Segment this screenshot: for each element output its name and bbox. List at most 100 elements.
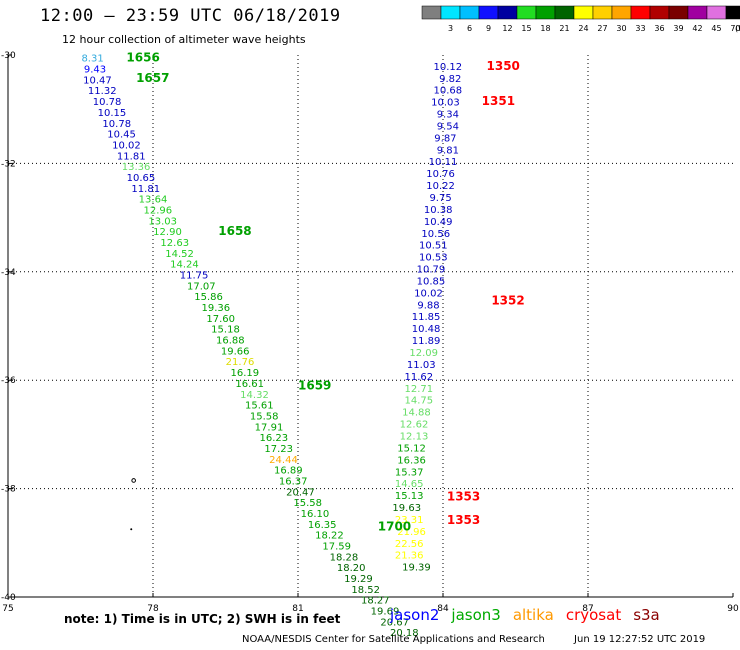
swh-value: 13.03 [148, 216, 177, 227]
color-scale-label: 15 [521, 24, 531, 33]
swh-value: 10.48 [412, 324, 441, 335]
swh-value: 10.65 [127, 173, 156, 184]
color-scale-label: 27 [597, 24, 607, 33]
color-scale-label: 21 [559, 24, 569, 33]
swh-value: 10.02 [414, 288, 443, 299]
swh-value: 17.23 [264, 444, 293, 455]
swh-value: 17.59 [322, 542, 351, 553]
swh-value: 18.22 [315, 531, 344, 542]
pass-label: 1656 [126, 51, 159, 65]
color-scale-label: 70 [730, 24, 740, 33]
chart-title: 12:00 – 23:59 UTC 06/18/2019 [40, 6, 341, 26]
color-scale-label: 39 [673, 24, 683, 33]
pass-labels: 1656 1657 1658 1659 1700 1350 1351 1352 1353 1353 [126, 51, 524, 534]
x-tick-label: 87 [582, 604, 593, 614]
swh-value: 11.81 [131, 184, 160, 195]
pass-label: 1353 [447, 490, 480, 504]
swh-value: 21.96 [397, 527, 426, 538]
swh-value: 10.56 [421, 229, 450, 240]
pass-label: 1352 [491, 294, 524, 308]
swh-value: 14.24 [170, 260, 199, 271]
swh-value: 19.63 [392, 503, 421, 514]
swh-value: 11.81 [117, 151, 146, 162]
swh-value: 10.03 [431, 98, 460, 109]
color-swatch [421, 5, 442, 20]
swh-value: 10.76 [426, 169, 455, 180]
y-tick-label: -40 [1, 593, 16, 603]
swh-value: 12.13 [400, 431, 429, 442]
chart-subtitle: 12 hour collection of altimeter wave hei… [62, 33, 306, 46]
swh-value: 14.65 [395, 479, 424, 490]
color-scale-label: 30 [616, 24, 626, 33]
swh-value: 15.12 [397, 443, 426, 454]
swh-value: 10.51 [419, 241, 448, 252]
y-tick-label: -32 [1, 159, 16, 169]
swh-value: 9.75 [429, 193, 451, 204]
swh-value: 10.79 [417, 265, 446, 276]
swh-value: 11.62 [405, 372, 434, 383]
swh-value: 12.71 [405, 384, 434, 395]
swh-value: 10.22 [426, 181, 455, 192]
swh-value: 15.58 [293, 498, 322, 509]
plot-grid [8, 55, 733, 597]
swh-value: 12.96 [144, 205, 173, 216]
swh-value: 13.36 [122, 162, 151, 173]
swh-value: 21.76 [226, 357, 255, 368]
swh-value: 14.52 [165, 249, 194, 260]
swh-value: 12.90 [153, 227, 182, 238]
plot-axes: 75 78 81 84 87 90 -30 -32 -34 -36 -38 -40 [1, 51, 739, 614]
swh-value: 19.36 [202, 303, 231, 314]
swh-value: 14.75 [405, 396, 434, 407]
footnote: note: 1) Time is in UTC; 2) SWH is in fe… [64, 612, 341, 626]
swh-value: 10.68 [434, 86, 463, 97]
legend-item-jason3: jason3 [451, 606, 501, 624]
swh-value: 11.75 [180, 271, 209, 282]
swh-value: 16.88 [216, 336, 245, 347]
swh-value: 16.36 [397, 455, 426, 466]
swh-value: 13.64 [139, 195, 168, 206]
pass-label: 1700 [378, 520, 411, 534]
color-swatch [687, 5, 708, 20]
swh-value: 17.07 [187, 281, 216, 292]
x-tick-label: 90 [727, 604, 739, 614]
swh-value: 20.18 [390, 628, 419, 639]
color-swatch [459, 5, 480, 20]
x-tick-label: 84 [437, 604, 449, 614]
x-tick-label: 78 [147, 604, 159, 614]
legend-item-s3a: s3a [633, 606, 660, 624]
swh-value: 19.66 [221, 346, 250, 357]
color-scale-label: 42 [692, 24, 702, 33]
swh-value: 21.36 [395, 551, 424, 562]
color-scale-label: 18 [540, 24, 550, 33]
color-swatch [668, 5, 689, 20]
pass-label: 1659 [298, 379, 331, 393]
swh-value: 9.81 [437, 145, 459, 156]
swh-value: 15.13 [395, 491, 424, 502]
credit-line: NOAA/NESDIS Center for Satellite Applica… [242, 634, 731, 645]
satellite-legend: jason2 jason3 altika cryosat s3a [390, 606, 672, 624]
color-swatch [630, 5, 651, 20]
swh-value: 10.38 [424, 205, 453, 216]
swh-value: 10.47 [83, 75, 112, 86]
color-swatch [573, 5, 594, 20]
swh-value: 16.23 [260, 433, 289, 444]
color-scale-label: 33 [635, 24, 645, 33]
pass-label: 1350 [487, 59, 520, 73]
pass-label: 1351 [482, 94, 515, 108]
y-tick-label: -30 [1, 51, 16, 61]
swh-value: 15.58 [250, 411, 279, 422]
swh-value: 16.61 [235, 379, 264, 390]
timestamp: Jun 19 12:27:52 UTC 2019 [574, 634, 706, 645]
swh-value: 15.61 [245, 401, 274, 412]
swh-value: 10.78 [102, 119, 131, 130]
color-swatch [516, 5, 537, 20]
swh-value: 15.18 [211, 325, 240, 336]
swh-value: 11.89 [412, 336, 441, 347]
color-swatch [592, 5, 613, 20]
x-tick-label: 81 [292, 604, 303, 614]
swh-value: 18.28 [330, 552, 359, 563]
color-swatch [611, 5, 632, 20]
swh-value: 16.89 [274, 466, 303, 477]
color-scale-label: 45 [711, 24, 721, 33]
swh-value: 10.85 [417, 276, 446, 287]
